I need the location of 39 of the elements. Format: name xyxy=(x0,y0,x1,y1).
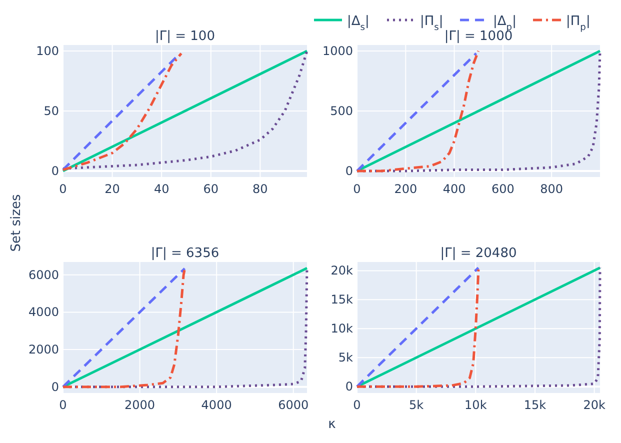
y-tick-label: 6000 xyxy=(28,268,59,282)
x-tick-label: 600 xyxy=(491,182,514,196)
y-tick-label: 0 xyxy=(345,380,353,394)
x-tick-label: 200 xyxy=(394,182,418,196)
x-tick-label: 20 xyxy=(104,182,120,196)
x-tick-label: 2000 xyxy=(124,398,156,412)
chart-title: |Γ| = 20480 xyxy=(440,246,517,261)
x-tick-label: 10k xyxy=(464,398,487,412)
y-tick-label: 0 xyxy=(345,164,353,178)
y-tick-label: 10k xyxy=(330,322,354,336)
chart-title: |Γ| = 6356 xyxy=(150,246,220,261)
x-tick-label: 400 xyxy=(442,182,466,196)
chart-title: |Γ| = 1000 xyxy=(444,29,513,44)
y-tick-label: 2000 xyxy=(28,342,59,357)
x-tick-label: 5k xyxy=(409,398,424,412)
y-tick-label: 20k xyxy=(330,264,354,278)
y-tick-label: 1000 xyxy=(322,44,353,58)
y-tick-label: 50 xyxy=(44,104,59,118)
y-tick-label: 15k xyxy=(330,292,354,307)
x-tick-label: 20k xyxy=(583,398,606,412)
x-tick-label: 800 xyxy=(540,182,564,196)
x-tick-label: 15k xyxy=(524,398,546,412)
legend-label: |Π$_{p}$| xyxy=(566,14,590,33)
x-axis-title: κ xyxy=(328,417,336,432)
y-tick-label: 4000 xyxy=(28,305,59,320)
legend-label: |Δ$_{s}$| xyxy=(347,14,370,33)
x-tick-label: 4000 xyxy=(201,398,232,412)
x-tick-label: 80 xyxy=(252,182,268,196)
y-tick-label: 0 xyxy=(51,380,59,394)
x-tick-label: 40 xyxy=(154,182,170,196)
y-tick-label: 500 xyxy=(330,104,353,118)
x-tick-label: 6000 xyxy=(278,398,309,412)
y-tick-label: 0 xyxy=(51,164,59,178)
x-tick-label: 60 xyxy=(203,182,219,196)
legend-label: |Π$_{s}$| xyxy=(420,14,444,33)
y-axis-title: Set sizes xyxy=(9,194,24,252)
y-tick-label: 5k xyxy=(338,350,354,365)
chart-title: |Γ| = 100 xyxy=(155,29,215,44)
y-tick-label: 100 xyxy=(36,44,59,58)
